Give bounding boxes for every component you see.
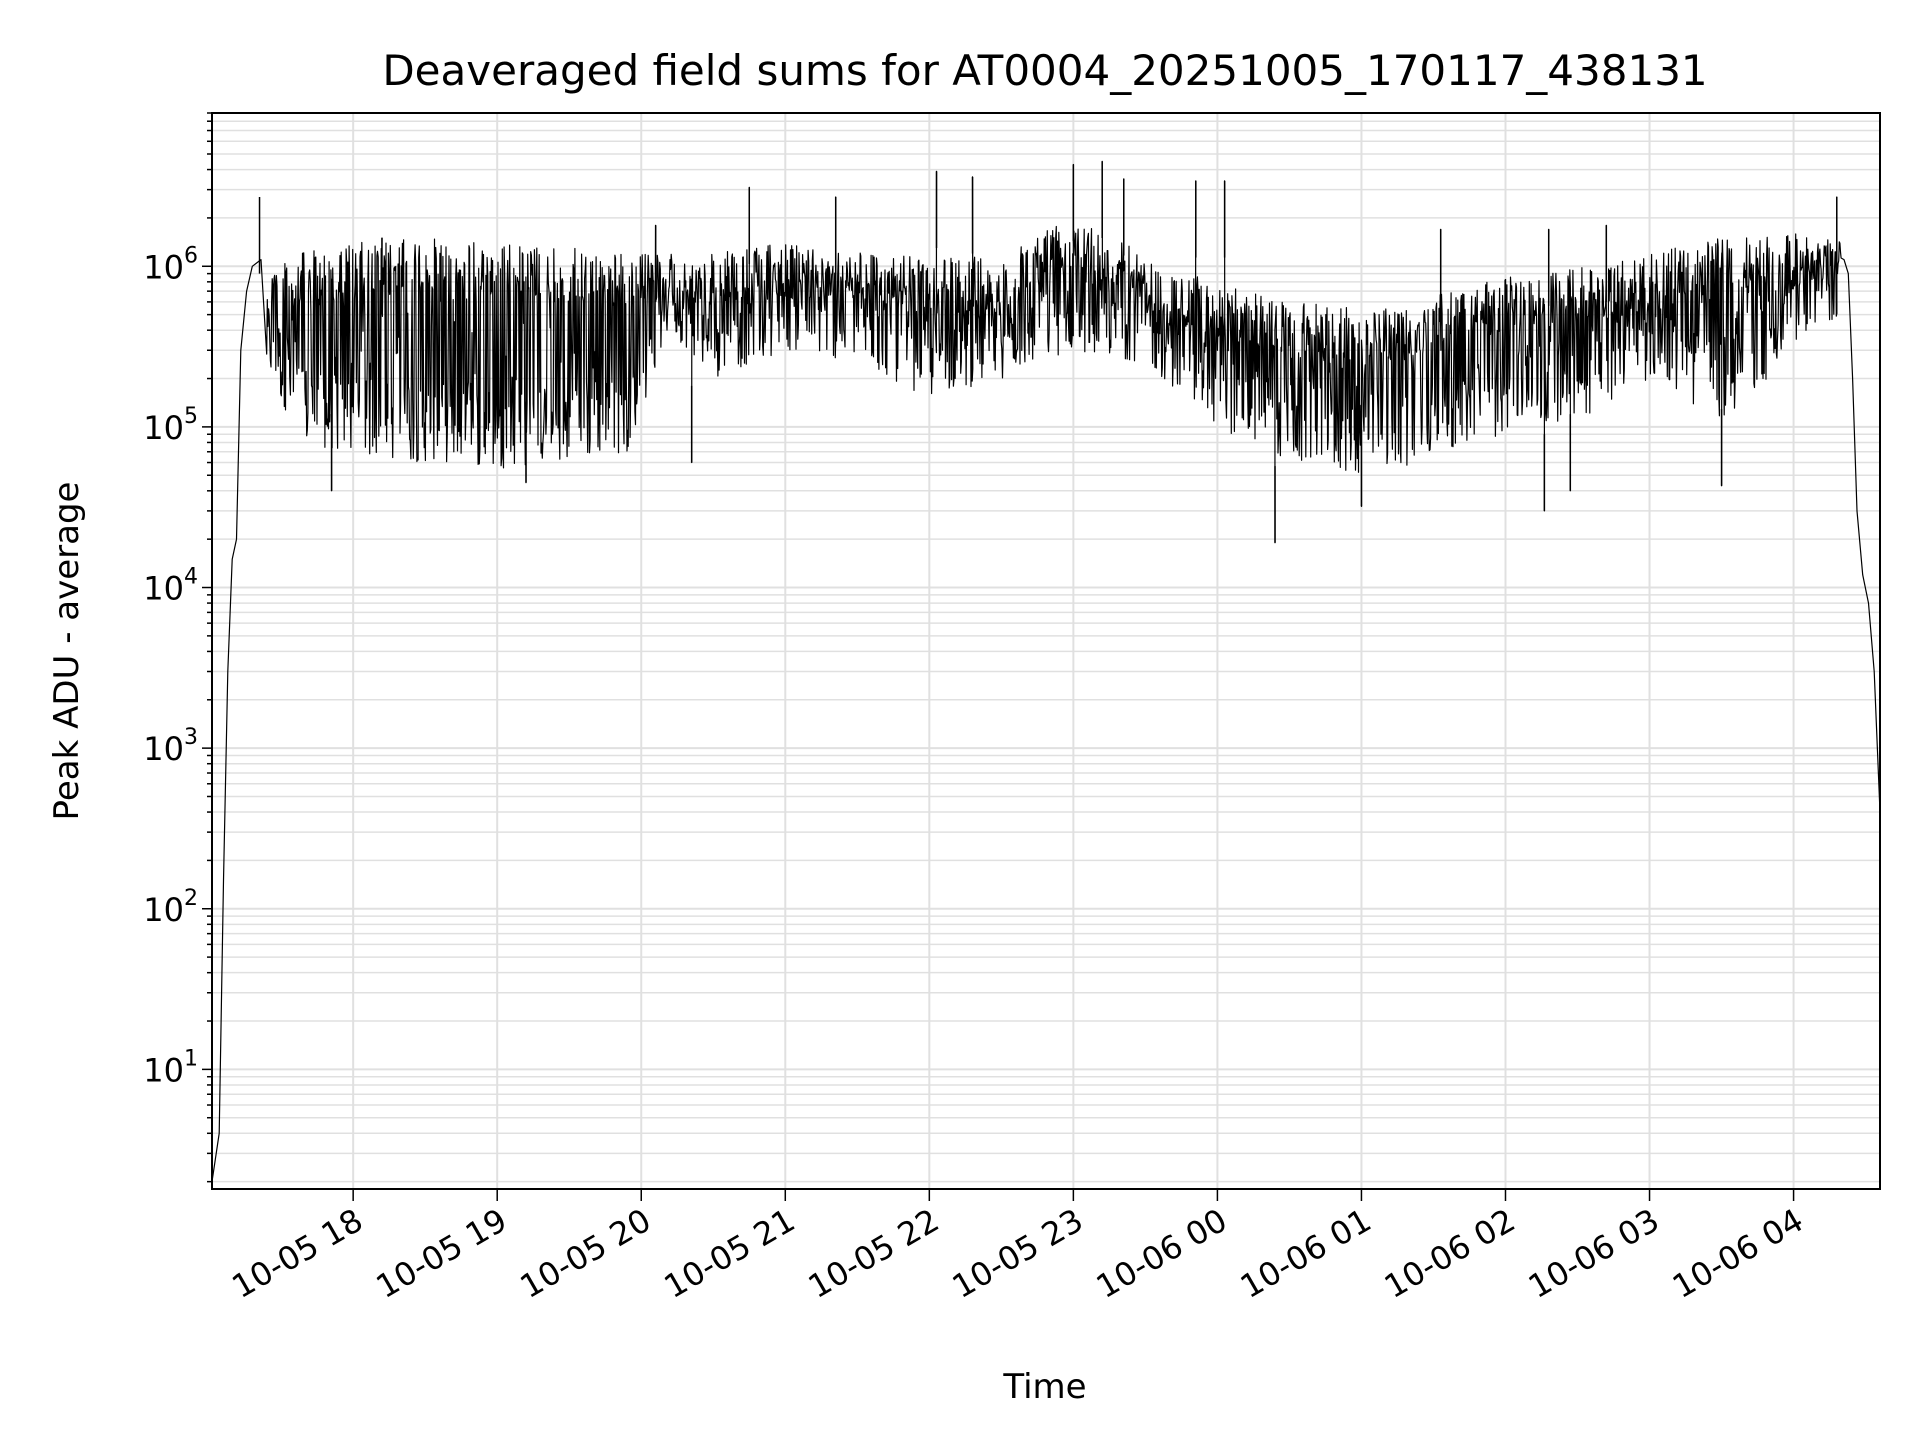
x-tick-label: 10-06 00 bbox=[1090, 1201, 1234, 1306]
x-tick-label: 10-06 04 bbox=[1666, 1201, 1810, 1306]
y-tick-base: 10 bbox=[143, 1051, 184, 1089]
y-tick-label: 106 bbox=[143, 243, 198, 286]
y-tick-exponent: 3 bbox=[184, 725, 198, 750]
x-axis-label: Time bbox=[1002, 1367, 1086, 1407]
x-tick-label: 10-05 18 bbox=[226, 1201, 370, 1306]
x-tick-label: 10-05 21 bbox=[658, 1201, 802, 1306]
y-tick-label: 103 bbox=[143, 725, 198, 768]
y-tick-base: 10 bbox=[143, 730, 184, 768]
y-tick-exponent: 5 bbox=[184, 404, 198, 429]
y-tick-exponent: 1 bbox=[184, 1046, 198, 1071]
x-tick-label: 10-05 22 bbox=[802, 1201, 946, 1306]
x-tick-label: 10-06 02 bbox=[1378, 1201, 1522, 1306]
series-layer bbox=[211, 160, 1881, 1182]
y-tick-exponent: 2 bbox=[184, 886, 198, 911]
y-tick-label: 102 bbox=[143, 886, 198, 929]
y-tick-base: 10 bbox=[143, 891, 184, 929]
x-axis: 10-05 18 10-05 19 10-05 20 10-05 21 10-05 22… bbox=[226, 1189, 1810, 1306]
y-tick-label: 105 bbox=[143, 404, 198, 447]
y-axis-label: Peak ADU - average bbox=[47, 482, 87, 821]
y-tick-label: 104 bbox=[143, 565, 198, 608]
y-tick-base: 10 bbox=[143, 409, 184, 447]
y-tick-base: 10 bbox=[143, 248, 184, 286]
y-tick-exponent: 4 bbox=[184, 565, 198, 590]
y-tick-exponent: 6 bbox=[184, 243, 198, 268]
chart-title: Deaveraged field sums for AT0004_2025100… bbox=[382, 46, 1707, 95]
y-tick-base: 10 bbox=[143, 570, 184, 608]
series-line bbox=[211, 160, 1881, 1182]
x-tick-label: 10-05 19 bbox=[370, 1201, 514, 1306]
x-tick-label: 10-06 01 bbox=[1234, 1201, 1378, 1306]
x-tick-label: 10-06 03 bbox=[1522, 1201, 1666, 1306]
y-tick-label: 101 bbox=[143, 1046, 198, 1089]
x-tick-label: 10-05 23 bbox=[946, 1201, 1090, 1306]
x-tick-label: 10-05 20 bbox=[514, 1201, 658, 1306]
